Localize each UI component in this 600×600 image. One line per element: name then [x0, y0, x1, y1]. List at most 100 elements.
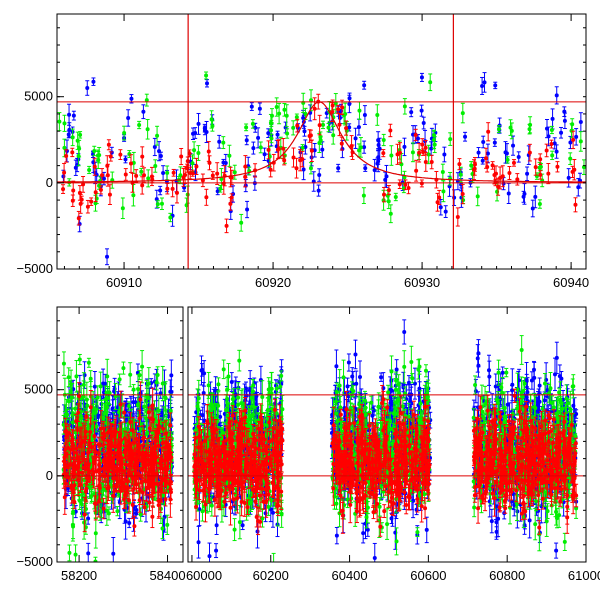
- top-green-point: [527, 127, 532, 132]
- top-red-point: [423, 159, 428, 164]
- bottom-red-point: [74, 418, 79, 423]
- top-green-point: [570, 122, 575, 127]
- bottom-red-point: [62, 495, 67, 500]
- top-blue-point: [566, 175, 571, 180]
- top-blue-point: [193, 131, 198, 136]
- top-red-point: [485, 164, 490, 169]
- top-red-point: [300, 157, 305, 162]
- top-green-point: [537, 165, 542, 170]
- top-green-point: [568, 156, 573, 161]
- bottom-blue-point: [82, 373, 87, 378]
- top-blue-point: [101, 176, 106, 181]
- bottom-green-point: [93, 407, 98, 412]
- top-green-point: [218, 186, 223, 191]
- top-blue-point: [554, 149, 559, 154]
- bottom-blue-point: [86, 516, 91, 521]
- bottom-green-point: [77, 357, 82, 362]
- top-red-point: [71, 188, 76, 193]
- top-blue-point: [126, 115, 131, 120]
- top-red-point: [123, 172, 128, 177]
- top-blue-point: [158, 188, 163, 193]
- bottom-green-point: [61, 361, 66, 366]
- top-red-point: [107, 192, 112, 197]
- top-blue-point: [525, 171, 530, 176]
- top-green-point: [448, 137, 453, 142]
- bottom-green-point: [93, 559, 98, 562]
- top-red-point: [570, 169, 575, 174]
- top-blue-point: [244, 138, 249, 143]
- top-red-point: [291, 155, 296, 160]
- bottom-green-point: [71, 524, 76, 529]
- top-green-point: [381, 137, 386, 142]
- top-red-point: [224, 223, 229, 228]
- top-red-point: [414, 168, 419, 173]
- top-blue-point: [317, 173, 322, 178]
- top-blue-point: [158, 153, 163, 158]
- top-green-point: [137, 123, 142, 128]
- bottom-blue-point: [169, 389, 174, 394]
- bottom-green-point: [113, 394, 118, 399]
- top-ytick-label: 0: [46, 175, 53, 190]
- top-red-point: [329, 110, 334, 115]
- top-red-point: [266, 147, 271, 152]
- bottom-blue-point: [169, 373, 174, 378]
- top-red-point: [417, 150, 422, 155]
- top-red-point: [538, 172, 543, 177]
- top-green-point: [388, 211, 393, 216]
- bottom-green-point: [156, 408, 161, 413]
- top-green-point: [277, 111, 282, 116]
- top-blue-point: [383, 177, 388, 182]
- top-green-point: [357, 108, 362, 113]
- top-red-point: [215, 171, 220, 176]
- top-red-point: [515, 177, 520, 182]
- top-green-point: [303, 111, 308, 116]
- top-blue-point: [372, 168, 377, 173]
- top-blue-point: [438, 205, 443, 210]
- top-green-point: [282, 107, 287, 112]
- top-red-point: [98, 187, 103, 192]
- top-light-curve-panel: −5000 0 5000 60910 60920 60930 60940: [16, 13, 589, 290]
- top-red-point: [403, 182, 408, 187]
- top-green-point: [402, 175, 407, 180]
- top-blue-point: [253, 125, 258, 130]
- top-green-point: [458, 172, 463, 177]
- top-green-point: [342, 113, 347, 118]
- top-green-point: [239, 220, 244, 225]
- top-green-point: [192, 148, 197, 153]
- bottom-red-point: [138, 397, 143, 402]
- top-green-point: [284, 113, 289, 118]
- bottom-green-point: [138, 512, 143, 517]
- top-green-point: [274, 105, 279, 110]
- bottom-blue-point: [101, 381, 106, 386]
- top-blue-point: [506, 191, 511, 196]
- bottom-green-point: [89, 494, 94, 499]
- bottom-blue-point: [134, 511, 139, 516]
- top-red-point: [81, 182, 86, 187]
- top-green-point: [358, 145, 363, 150]
- bottom-blue-point: [92, 384, 97, 389]
- top-green-point: [155, 133, 160, 138]
- top-red-point: [170, 186, 175, 191]
- top-green-point: [428, 80, 433, 85]
- top-green-point: [221, 140, 226, 145]
- top-blue-point: [196, 121, 201, 126]
- bottom-green-point: [73, 406, 78, 411]
- top-green-point: [168, 215, 173, 220]
- top-red-point: [490, 163, 495, 168]
- top-blue-point: [302, 129, 307, 134]
- top-red-point: [573, 202, 578, 207]
- top-blue-point: [362, 113, 367, 118]
- top-red-point: [555, 164, 560, 169]
- bottom-green-point: [98, 384, 103, 389]
- top-blue-point: [336, 166, 341, 171]
- top-blue-point: [217, 139, 222, 144]
- top-red-point: [486, 129, 491, 134]
- top-blue-point: [205, 81, 210, 86]
- top-blue-point: [347, 125, 352, 130]
- top-red-point: [337, 122, 342, 127]
- top-blue-point: [421, 121, 426, 126]
- top-red-point: [140, 154, 145, 159]
- top-green-point: [393, 195, 398, 200]
